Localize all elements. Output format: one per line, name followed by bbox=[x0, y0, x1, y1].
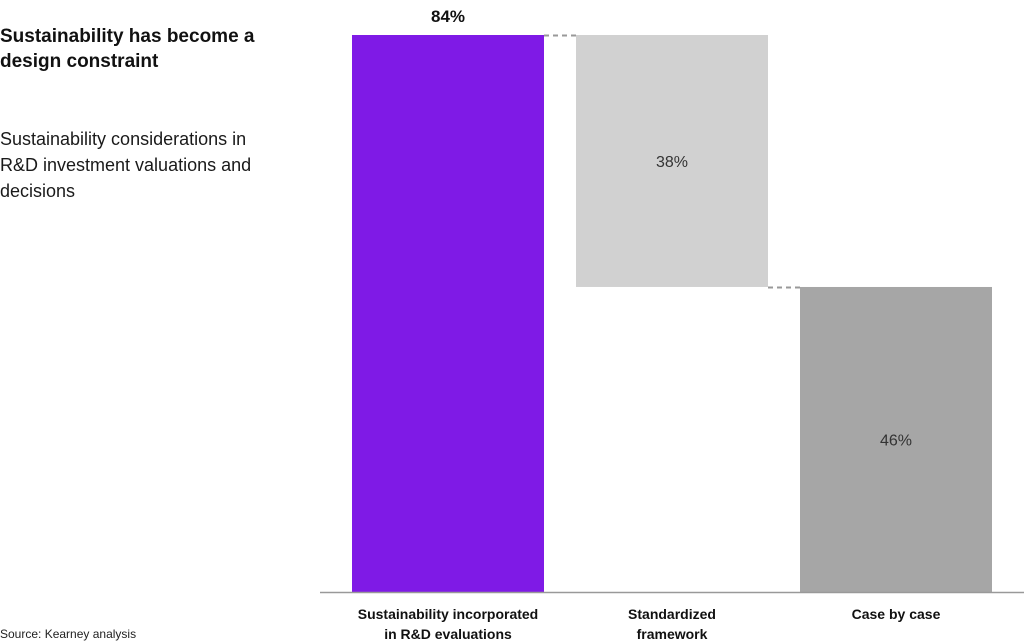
category-label-3-line-1: Case by case bbox=[852, 606, 941, 622]
category-label-1-line-1: Sustainability incorporated bbox=[358, 606, 538, 622]
data-label-2: 38% bbox=[656, 154, 688, 171]
category-label-1-line-2: in R&D evaluations bbox=[384, 626, 512, 642]
category-label-2-line-1: Standardized bbox=[628, 606, 716, 622]
category-label-2-line-2: framework bbox=[637, 626, 708, 642]
data-label-3: 46% bbox=[880, 432, 912, 449]
bar-1 bbox=[352, 35, 544, 592]
data-label-1: 84% bbox=[431, 7, 465, 26]
